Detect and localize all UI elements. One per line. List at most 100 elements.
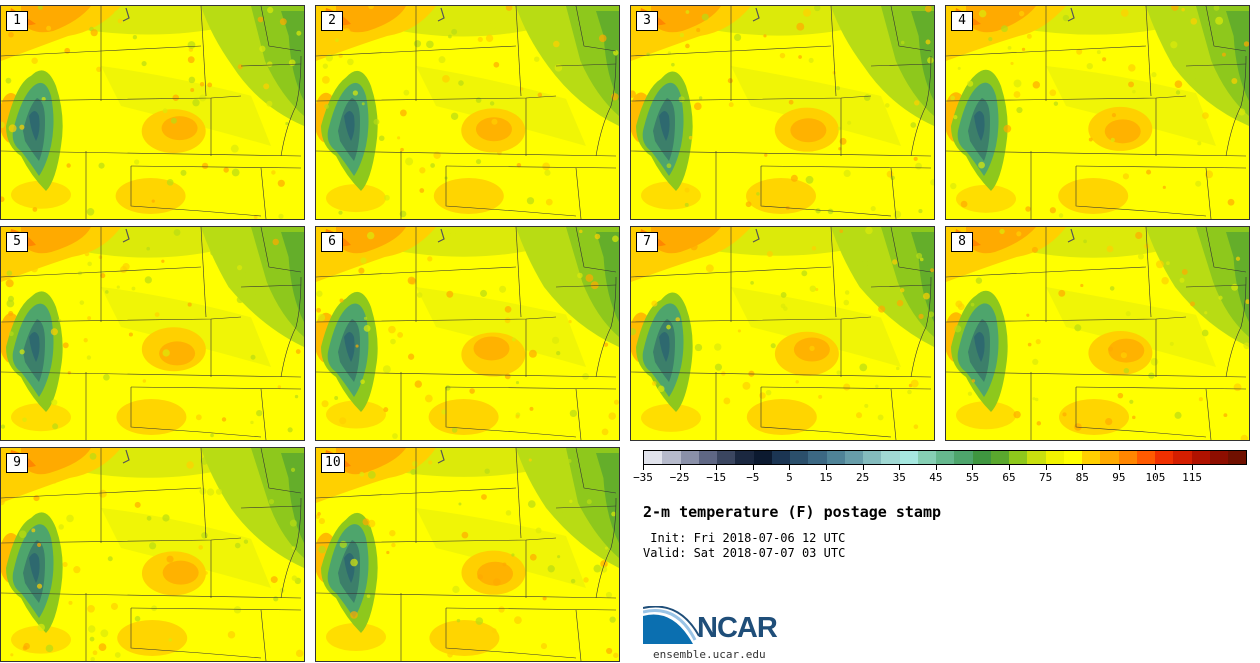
map-panel[interactable]: 7	[630, 226, 935, 441]
member-label: 5	[6, 232, 28, 252]
colorbar-swatch	[753, 451, 772, 464]
colorbar-tick	[1082, 465, 1084, 470]
temperature-map	[316, 448, 619, 661]
temperature-map	[1, 6, 304, 219]
colorbar-swatch	[917, 451, 936, 464]
colorbar-tick-label: −15	[706, 471, 727, 484]
member-label: 1	[6, 11, 28, 31]
colorbar-swatch	[863, 451, 882, 464]
colorbar-swatch	[972, 451, 991, 464]
colorbar-tick-label: 25	[856, 471, 870, 484]
colorbar-swatch	[1173, 451, 1192, 464]
colorbar-tick	[679, 465, 681, 470]
colorbar-swatch	[936, 451, 955, 464]
colorbar-tick	[789, 465, 791, 470]
colorbar-tick-label: 105	[1145, 471, 1166, 484]
map-panel[interactable]: 2	[315, 5, 620, 220]
temperature-map	[316, 227, 619, 440]
colorbar-tick	[1118, 465, 1120, 470]
colorbar-tick	[826, 465, 828, 470]
colorbar-tick	[935, 465, 937, 470]
temperature-map	[631, 6, 934, 219]
member-label: 6	[321, 232, 343, 252]
map-panel[interactable]: 9	[0, 447, 305, 662]
colorbar-tick-label: 115	[1182, 471, 1203, 484]
map-panel[interactable]: 4	[945, 5, 1250, 220]
temperature-map	[1, 448, 304, 661]
colorbar-tick-label: 15	[819, 471, 833, 484]
colorbar-swatch	[1155, 451, 1174, 464]
colorbar-tick	[752, 465, 754, 470]
colorbar-swatch	[662, 451, 681, 464]
colorbar-swatch	[1100, 451, 1119, 464]
colorbar-tick	[1155, 465, 1157, 470]
colorbar-swatch	[990, 451, 1009, 464]
colorbar-swatch	[899, 451, 918, 464]
colorbar-tick	[716, 465, 718, 470]
colorbar-tick-label: 95	[1112, 471, 1126, 484]
colorbar-swatch	[808, 451, 827, 464]
colorbar-tick-label: 75	[1039, 471, 1053, 484]
colorbar-swatch	[771, 451, 790, 464]
ncar-logo-icon[interactable]	[643, 606, 793, 648]
temperature-map	[1, 227, 304, 440]
colorbar-swatch	[1209, 451, 1228, 464]
colorbar-tick	[1192, 465, 1194, 470]
colorbar-swatch	[717, 451, 736, 464]
colorbar-tick-label: 45	[929, 471, 943, 484]
member-label: 3	[636, 11, 658, 31]
map-panel[interactable]: 8	[945, 226, 1250, 441]
colorbar-tick	[643, 465, 644, 470]
colorbar-tick	[862, 465, 864, 470]
logo-url[interactable]: ensemble.ucar.edu	[653, 648, 766, 661]
colorbar-swatch	[1009, 451, 1028, 464]
colorbar-swatch	[1136, 451, 1155, 464]
colorbar-swatch	[954, 451, 973, 464]
member-label: 9	[6, 453, 28, 473]
member-label: 2	[321, 11, 343, 31]
colorbar-tick-label: 55	[965, 471, 980, 484]
colorbar-swatch	[644, 451, 663, 464]
member-label: 7	[636, 232, 658, 252]
colorbar	[643, 450, 1247, 465]
map-panel[interactable]: 10	[315, 447, 620, 662]
map-panel[interactable]: 3	[630, 5, 935, 220]
map-panel[interactable]: 6	[315, 226, 620, 441]
temperature-map	[631, 227, 934, 440]
temperature-map	[316, 6, 619, 219]
colorbar-tick-label: 5	[786, 471, 793, 484]
member-label: 4	[951, 11, 973, 31]
logo-text: NCAR	[697, 612, 778, 644]
colorbar-swatch	[826, 451, 845, 464]
colorbar-tick	[899, 465, 901, 470]
colorbar-swatch	[881, 451, 900, 464]
colorbar-tick-label: 85	[1075, 471, 1089, 484]
valid-time: Valid: Sat 2018-07-07 03 UTC	[643, 546, 846, 560]
colorbar-tick-label: −35	[633, 471, 653, 484]
colorbar-swatch	[1082, 451, 1101, 464]
colorbar-swatch	[1027, 451, 1046, 464]
colorbar-swatch	[790, 451, 809, 464]
member-label: 8	[951, 232, 973, 252]
chart-title: 2-m temperature (F) postage stamp	[643, 503, 942, 521]
temperature-map	[946, 6, 1249, 219]
colorbar-swatch	[680, 451, 699, 464]
member-label: 10	[321, 453, 345, 473]
colorbar-swatch	[1045, 451, 1064, 464]
colorbar-swatch	[1118, 451, 1137, 464]
colorbar-swatch	[1191, 451, 1210, 464]
colorbar-tick	[1009, 465, 1011, 470]
colorbar-tick-label: −5	[746, 471, 760, 484]
temperature-map	[946, 227, 1249, 440]
colorbar-swatch	[735, 451, 754, 464]
colorbar-swatch	[1063, 451, 1082, 464]
colorbar-tick-label: 65	[1002, 471, 1016, 484]
colorbar-swatch	[844, 451, 863, 464]
init-time: Init: Fri 2018-07-06 12 UTC	[643, 531, 846, 545]
colorbar-tick	[972, 465, 974, 470]
map-panel[interactable]: 5	[0, 226, 305, 441]
colorbar-tick-label: 35	[892, 471, 906, 484]
map-panel[interactable]: 1	[0, 5, 305, 220]
colorbar-swatch	[698, 451, 717, 464]
colorbar-tick	[1045, 465, 1047, 470]
